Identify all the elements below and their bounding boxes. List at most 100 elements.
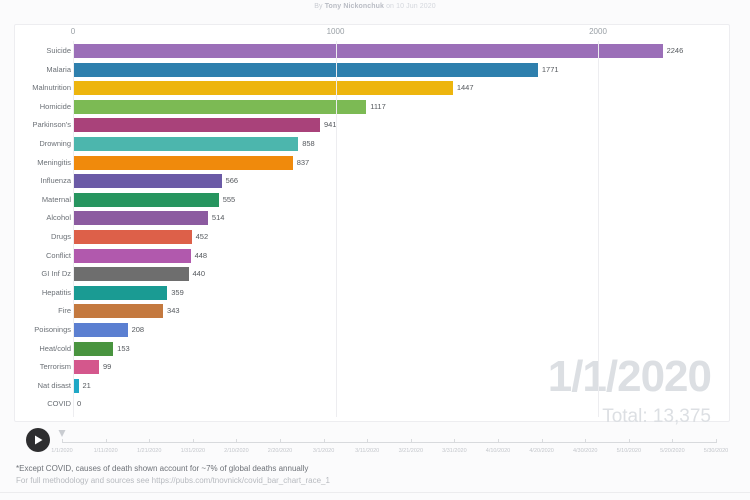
bar-category-label: Homicide — [39, 101, 71, 111]
timeline-tick — [585, 439, 587, 443]
bar-category-label: Drugs — [50, 232, 71, 241]
timeline-tick — [628, 439, 630, 443]
bar — [73, 99, 367, 114]
byline-prefix: By — [314, 3, 323, 10]
bar-category-label: Conflict — [45, 250, 71, 260]
bar-value-label: 153 — [117, 343, 130, 353]
total-watermark: Total: 13,375 — [602, 406, 711, 427]
gridline — [335, 41, 337, 417]
timeline-handle[interactable] — [58, 430, 66, 437]
bar — [73, 211, 208, 226]
timeline-tick-label: 5/30/2020 — [703, 448, 729, 454]
bar-row: Parkinson's 941 — [15, 116, 729, 134]
bar-value-label: 343 — [167, 306, 180, 316]
x-axis-tick-label: 2000 — [589, 27, 607, 36]
bar — [73, 155, 293, 170]
bar-category-label: Meningitis — [37, 157, 71, 167]
timeline-tick — [541, 439, 543, 443]
footnote-source-link: For full methodology and sources see htt… — [16, 476, 330, 485]
byline-meta: on 10 Jun 2020 — [386, 3, 436, 10]
bar — [73, 323, 128, 337]
bar — [73, 137, 299, 151]
bar-category-label: Malnutrition — [32, 83, 71, 93]
gridline — [598, 41, 599, 417]
bar-row: Alcohol 514 — [15, 209, 729, 227]
date-watermark: 1/1/2020 — [547, 352, 712, 401]
bar — [73, 267, 189, 282]
bar-value-label: 858 — [302, 139, 315, 148]
bar-row: Malaria 1771 — [15, 61, 729, 79]
bar-row: Homicide 1117 — [15, 98, 729, 116]
timeline-tick-label: 5/20/2020 — [660, 448, 685, 454]
timeline-tick-label: 3/31/2020 — [442, 448, 467, 454]
bar-value-label: 440 — [192, 269, 206, 279]
bar-category-label: Maternal — [41, 194, 71, 204]
bar-row: GI Inf Dz 440 — [15, 265, 729, 283]
bar-category-label: Malaria — [46, 64, 71, 74]
play-button[interactable] — [26, 428, 50, 452]
bar-category-label: Terrorism — [39, 362, 71, 372]
bar-row: Conflict 448 — [15, 247, 729, 265]
bar-row: COVID 0 — [15, 395, 729, 413]
bar-row: Malnutrition 1447 — [15, 79, 729, 97]
bar-category-label: Parkinson's — [32, 120, 71, 130]
timeline-tick-label: 5/10/2020 — [616, 448, 642, 454]
bar — [73, 192, 219, 207]
timeline-tick — [149, 439, 151, 443]
timeline-tick-label: 4/20/2020 — [529, 448, 554, 454]
bar-value-label: 99 — [102, 362, 112, 372]
bar — [73, 248, 191, 263]
bar — [73, 174, 222, 189]
byline-author: Tony Nickonchuk — [324, 3, 385, 10]
bar-row: Influenza 566 — [15, 172, 729, 190]
bar — [73, 304, 164, 319]
timeline-tick — [105, 439, 107, 443]
footnote-methodology-note: *Except COVID, causes of death shown acc… — [16, 464, 309, 473]
bar-category-label: GI Inf Dz — [41, 269, 71, 279]
timeline-tick-label: 3/1/2020 — [312, 448, 335, 454]
bar — [73, 378, 79, 393]
bar-row: Drugs 452 — [15, 228, 729, 246]
timeline-tick-label: 4/30/2020 — [572, 448, 598, 454]
bar-row: Fire 343 — [15, 302, 729, 320]
x-axis: 0 1000 2000 — [15, 25, 729, 43]
bar-row: Heat/cold 153 — [15, 340, 729, 358]
bar-row: Hepatitis 359 — [15, 284, 729, 302]
bar-category-label: Heat/cold — [39, 343, 71, 353]
bar-category-label: Drowning — [39, 139, 71, 148]
bar — [73, 341, 114, 356]
bar-value-label: 1117 — [370, 101, 386, 111]
bar-category-label: Suicide — [46, 46, 71, 55]
bar-value-label: 837 — [296, 157, 310, 167]
bar-value-label: 1771 — [541, 64, 559, 74]
timeline-track[interactable]: 1/1/2020 1/11/2020 1/21/2020 1/31/2020 2/10/… — [51, 439, 728, 454]
timeline-tick-label: 2/10/2020 — [224, 448, 249, 454]
timeline-tick — [367, 439, 369, 443]
timeline-player: 1/1/2020 1/11/2020 1/21/2020 1/31/2020 2/10/… — [14, 424, 730, 464]
bottom-divider — [0, 492, 750, 493]
bar — [73, 62, 538, 77]
bar-value-label: 208 — [131, 325, 145, 334]
timeline-tick — [192, 439, 194, 443]
bar-row: Maternal 555 — [15, 191, 729, 209]
chart-card: 0 1000 2000 Suicide 2246 Malaria 1771 Malnutri… — [14, 24, 730, 426]
bar-value-label: 941 — [324, 120, 337, 130]
bar-category-label: Influenza — [40, 176, 71, 186]
bar-value-label: 514 — [211, 213, 225, 223]
bar-category-label: Fire — [58, 306, 71, 316]
timeline-tick-label: 4/10/2020 — [485, 448, 511, 454]
bar-row: Poisonings 208 — [15, 321, 729, 339]
bar-value-label: 359 — [171, 287, 184, 297]
timeline-tick-label: 3/11/2020 — [355, 448, 380, 454]
bar-row: Nat disast 21 — [15, 377, 729, 395]
bar-category-label: Hepatitis — [41, 287, 71, 297]
bar-category-label: Poisonings — [34, 325, 71, 334]
bar-value-label: 1447 — [456, 83, 474, 93]
timeline-tick — [672, 439, 674, 443]
timeline-tick — [716, 439, 717, 443]
footnotes: *Except COVID, causes of death shown acc… — [16, 463, 732, 487]
bar — [73, 360, 99, 375]
bar-row: Meningitis 837 — [15, 154, 729, 172]
timeline-tick-label: 1/1/2020 — [51, 448, 73, 454]
